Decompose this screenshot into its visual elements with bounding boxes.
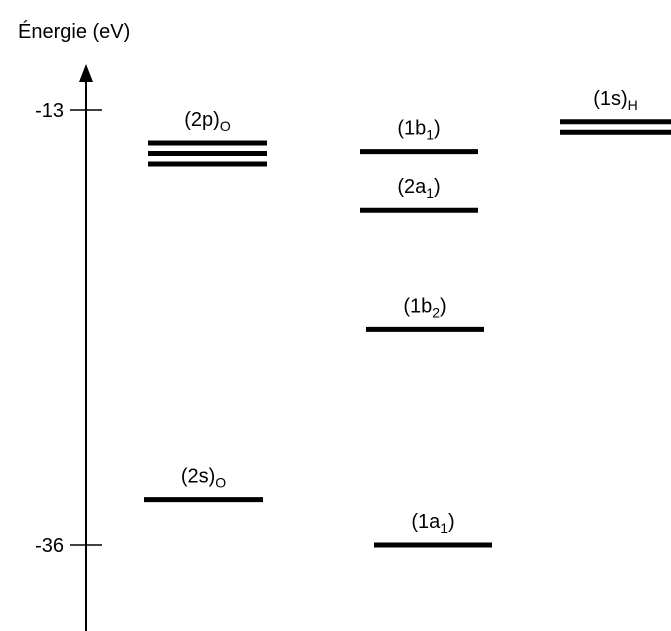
level-label: (1a1) [411,511,454,536]
label-main: (1a [411,511,441,533]
level-label: (1s)H [593,88,638,113]
label-tail: ) [434,118,441,140]
label-sub: 1 [426,185,434,201]
label-sub: O [220,118,231,134]
axis-title: Énergie (eV) [18,20,130,43]
label-main: (2a [397,176,427,198]
label-main: (1b [403,295,432,317]
label-main: (1b [397,118,426,140]
tick-label: -36 [35,535,64,557]
axis-arrow [79,64,93,82]
label-sub: 1 [426,127,434,143]
label-sub: O [215,475,226,491]
tick-label: -13 [35,100,64,122]
label-main: (2s) [181,466,215,488]
level-label: (1b2) [403,295,446,320]
label-sub: 1 [440,520,448,536]
level-label: (1b1) [397,118,440,143]
label-tail: ) [440,295,447,317]
label-main: (1s) [593,88,627,110]
level-label: (2a1) [397,176,440,201]
label-sub: H [628,97,638,113]
label-sub: 2 [432,304,440,320]
level-label: (2p)O [184,109,231,134]
label-tail: ) [448,511,455,533]
level-label: (2s)O [181,466,226,491]
label-tail: ) [434,176,441,198]
label-main: (2p) [184,109,220,131]
